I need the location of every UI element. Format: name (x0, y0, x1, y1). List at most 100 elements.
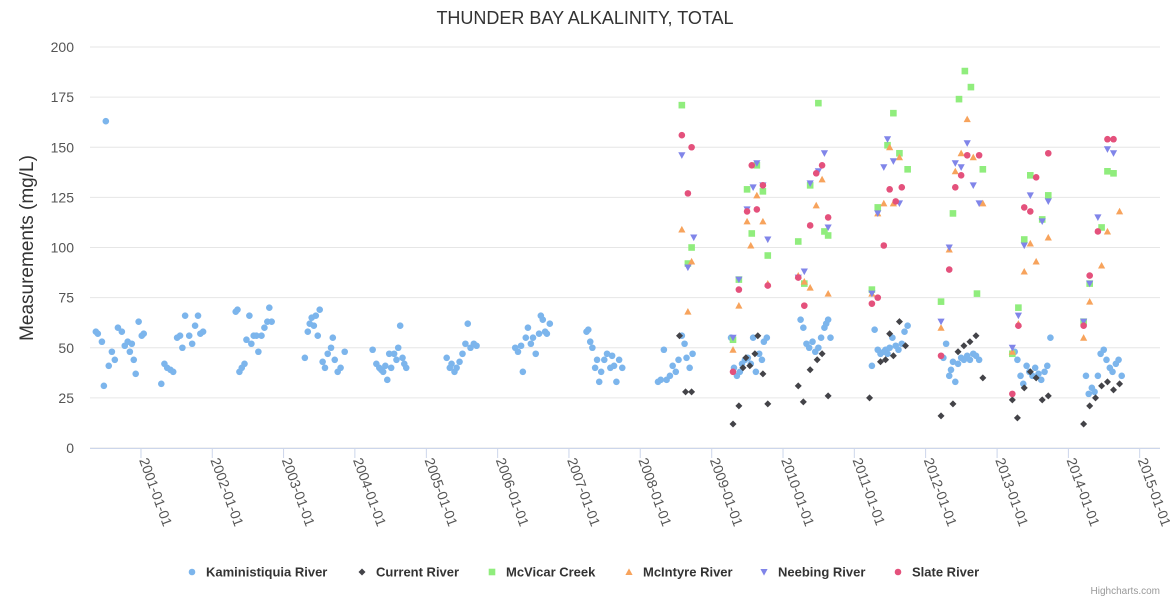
legend-symbol-neebing-river[interactable] (760, 569, 768, 576)
data-point-kaministiquia-river[interactable] (1085, 390, 1093, 398)
data-point-kaministiquia-river[interactable] (868, 362, 876, 370)
legend-label[interactable]: McIntyre River (643, 565, 733, 580)
data-point-kaministiquia-river[interactable] (660, 346, 668, 354)
data-point-kaministiquia-river[interactable] (809, 338, 816, 346)
data-point-kaministiquia-river[interactable] (402, 364, 410, 372)
data-point-mcintyre-river[interactable] (957, 149, 965, 157)
data-point-mcintyre-river[interactable] (1026, 239, 1034, 247)
credits-link[interactable]: Highcharts.com (1091, 586, 1160, 597)
data-point-kaministiquia-river[interactable] (600, 356, 608, 364)
data-point-kaministiquia-river[interactable] (382, 362, 389, 370)
data-point-current-river[interactable] (949, 400, 957, 408)
data-point-kaministiquia-river[interactable] (312, 312, 320, 319)
data-point-neebing-river[interactable] (749, 184, 757, 191)
data-point-kaministiquia-river[interactable] (199, 328, 207, 336)
data-point-mcvicar-creek[interactable] (955, 95, 963, 103)
data-point-kaministiquia-river[interactable] (462, 340, 469, 348)
data-point-slate-river[interactable] (880, 242, 888, 249)
data-point-current-river[interactable] (675, 332, 683, 340)
data-point-current-river[interactable] (754, 332, 762, 340)
data-point-kaministiquia-river[interactable] (895, 346, 902, 354)
data-point-kaministiquia-river[interactable] (126, 348, 134, 356)
data-point-mcvicar-creek[interactable] (1027, 172, 1034, 179)
data-point-kaministiquia-river[interactable] (128, 340, 136, 348)
data-point-kaministiquia-river[interactable] (886, 344, 893, 352)
data-point-kaministiquia-river[interactable] (524, 324, 532, 332)
data-point-current-river[interactable] (824, 392, 832, 400)
data-point-kaministiquia-river[interactable] (314, 332, 322, 340)
data-point-kaministiquia-river[interactable] (871, 326, 878, 334)
data-point-current-river[interactable] (759, 370, 767, 378)
data-point-slate-river[interactable] (759, 182, 767, 189)
data-point-kaministiquia-river[interactable] (135, 318, 142, 325)
data-point-mcintyre-river[interactable] (800, 277, 808, 285)
data-point-mcvicar-creek[interactable] (748, 230, 756, 237)
data-point-kaministiquia-river[interactable] (181, 312, 189, 319)
data-point-kaministiquia-river[interactable] (954, 360, 962, 368)
data-point-kaministiquia-river[interactable] (589, 344, 596, 352)
data-point-kaministiquia-river[interactable] (884, 350, 891, 358)
data-point-slate-river[interactable] (806, 222, 814, 229)
data-point-mcvicar-creek[interactable] (759, 188, 767, 195)
data-point-mcintyre-river[interactable] (1103, 227, 1112, 235)
data-point-current-river[interactable] (806, 366, 814, 374)
data-point-kaministiquia-river[interactable] (535, 330, 543, 338)
data-point-kaministiquia-river[interactable] (301, 354, 309, 362)
data-point-mcintyre-river[interactable] (743, 217, 751, 225)
legend-item-current-river[interactable]: Current River (358, 565, 460, 580)
data-point-neebing-river[interactable] (1094, 214, 1102, 222)
data-point-slate-river[interactable] (678, 131, 686, 139)
data-point-neebing-river[interactable] (729, 334, 737, 342)
data-point-kaministiquia-river[interactable] (543, 330, 551, 338)
data-point-current-river[interactable] (742, 354, 750, 362)
data-point-current-river[interactable] (1013, 414, 1021, 422)
data-point-neebing-river[interactable] (1080, 318, 1088, 326)
data-point-current-river[interactable] (1044, 392, 1052, 400)
data-point-kaministiquia-river[interactable] (179, 344, 186, 352)
data-point-mcvicar-creek[interactable] (949, 210, 957, 217)
data-point-slate-river[interactable] (1020, 204, 1028, 211)
data-point-kaministiquia-river[interactable] (319, 358, 326, 366)
data-point-slate-river[interactable] (975, 151, 983, 159)
data-point-kaministiquia-river[interactable] (546, 320, 554, 327)
data-point-neebing-river[interactable] (1109, 150, 1118, 157)
data-point-neebing-river[interactable] (937, 318, 945, 326)
data-point-slate-river[interactable] (874, 294, 882, 301)
data-point-kaministiquia-river[interactable] (584, 326, 592, 334)
data-point-kaministiquia-river[interactable] (169, 368, 177, 376)
data-point-kaministiquia-river[interactable] (1091, 388, 1098, 396)
data-point-kaministiquia-river[interactable] (595, 378, 603, 386)
data-point-kaministiquia-river[interactable] (517, 342, 525, 350)
data-point-mcvicar-creek[interactable] (743, 186, 751, 193)
data-point-mcvicar-creek[interactable] (967, 83, 975, 91)
data-point-neebing-river[interactable] (1014, 312, 1022, 320)
data-point-kaministiquia-river[interactable] (1014, 356, 1021, 364)
data-point-mcvicar-creek[interactable] (937, 298, 945, 305)
data-point-neebing-river[interactable] (880, 164, 888, 171)
data-point-kaministiquia-river[interactable] (464, 320, 472, 327)
data-point-current-river[interactable] (799, 398, 807, 406)
data-point-kaministiquia-river[interactable] (393, 356, 400, 364)
data-point-kaministiquia-river[interactable] (473, 342, 480, 350)
data-point-mcvicar-creek[interactable] (868, 286, 876, 293)
data-point-kaministiquia-river[interactable] (1043, 362, 1051, 370)
data-point-kaministiquia-river[interactable] (1041, 368, 1048, 376)
data-point-neebing-river[interactable] (951, 160, 959, 167)
legend-item-mcvicar-creek[interactable]: McVicar Creek (488, 565, 596, 580)
data-point-slate-river[interactable] (963, 151, 971, 159)
data-point-current-river[interactable] (739, 364, 747, 372)
data-point-mcintyre-river[interactable] (951, 167, 959, 175)
data-point-neebing-river[interactable] (684, 264, 692, 272)
data-point-kaministiquia-river[interactable] (194, 312, 202, 319)
data-point-kaministiquia-river[interactable] (1023, 362, 1030, 370)
data-point-current-river[interactable] (882, 356, 890, 364)
data-point-kaministiquia-river[interactable] (130, 356, 138, 364)
data-point-kaministiquia-river[interactable] (94, 330, 102, 338)
data-point-slate-river[interactable] (1086, 272, 1093, 279)
data-point-kaministiquia-river[interactable] (234, 306, 241, 313)
data-point-kaministiquia-river[interactable] (904, 322, 911, 329)
data-point-mcintyre-river[interactable] (759, 217, 767, 225)
legend-symbol-current-river[interactable] (358, 568, 366, 576)
data-point-current-river[interactable] (889, 352, 897, 360)
data-point-mcintyre-river[interactable] (729, 346, 737, 353)
